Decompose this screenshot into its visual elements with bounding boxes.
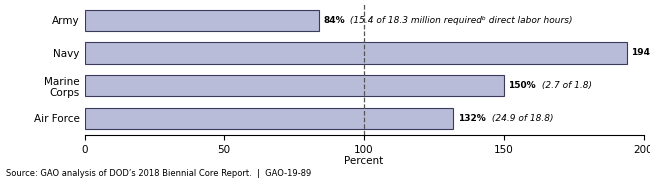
- Text: 132%: 132%: [458, 114, 486, 123]
- Text: (24.9 of 18.8): (24.9 of 18.8): [489, 114, 553, 123]
- Bar: [84, 108, 454, 129]
- X-axis label: Percent: Percent: [344, 156, 383, 166]
- Text: 150%: 150%: [508, 81, 536, 90]
- Text: (2.7 of 1.8): (2.7 of 1.8): [540, 81, 592, 90]
- Text: 84%: 84%: [324, 16, 345, 25]
- Text: Source: GAO analysis of DOD’s 2018 Biennial Core Report.  |  GAO-19-89: Source: GAO analysis of DOD’s 2018 Bienn…: [6, 169, 312, 178]
- Text: (15.4 of 18.3 million requiredᵇ direct labor hours): (15.4 of 18.3 million requiredᵇ direct l…: [347, 16, 573, 25]
- Bar: [84, 75, 504, 96]
- Bar: [84, 10, 319, 31]
- Text: 194%: 194%: [631, 48, 650, 57]
- Bar: [84, 42, 627, 64]
